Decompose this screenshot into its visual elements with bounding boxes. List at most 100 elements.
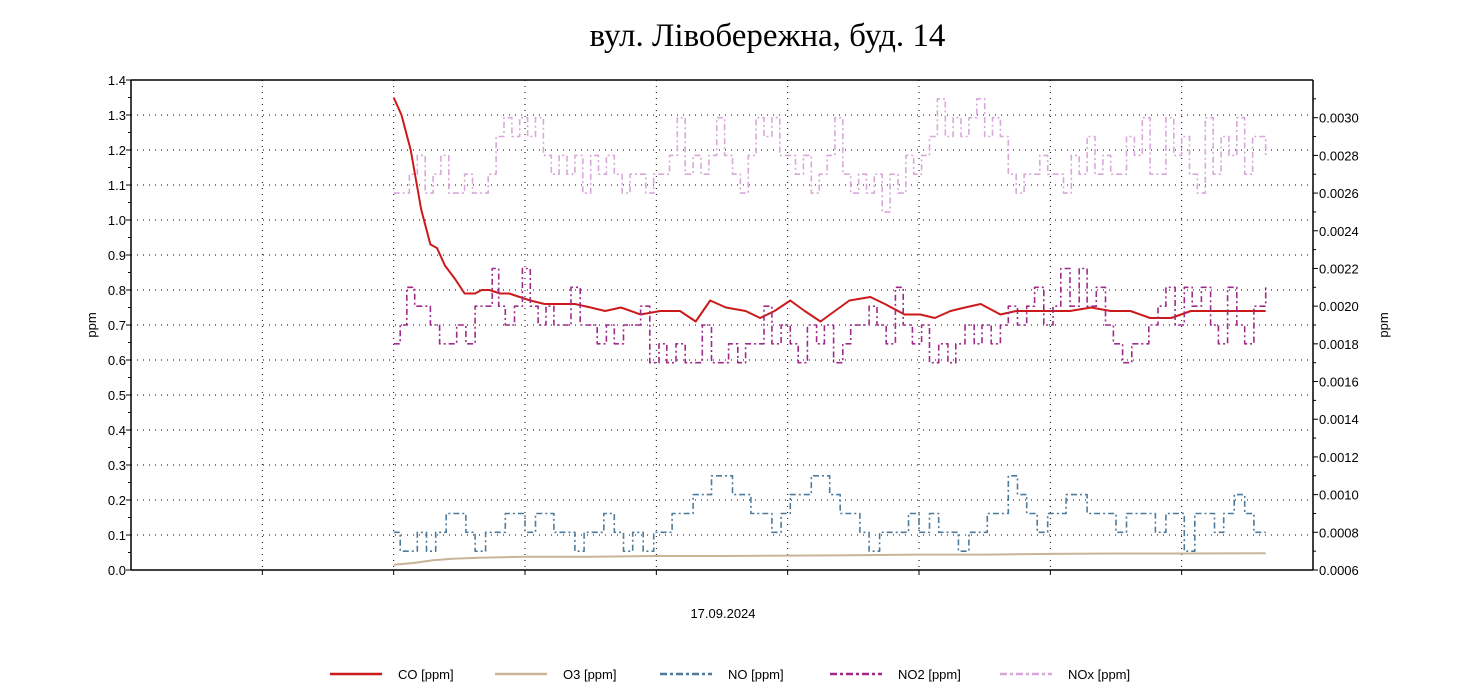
data-point	[820, 475, 822, 477]
data-point	[708, 155, 710, 157]
data-point	[1148, 324, 1150, 326]
data-point	[1130, 310, 1132, 312]
data-point	[632, 532, 634, 534]
data-point	[866, 192, 868, 194]
data-point	[1244, 173, 1246, 175]
data-point	[1173, 155, 1175, 157]
data-point	[780, 513, 782, 515]
data-point	[1078, 268, 1080, 270]
data-point	[1043, 324, 1045, 326]
grid	[131, 80, 1313, 570]
data-point	[779, 155, 781, 157]
right-tick-label: 0.0016	[1319, 375, 1359, 390]
data-point	[1165, 513, 1167, 515]
data-point	[653, 532, 655, 534]
data-point	[1122, 362, 1124, 364]
data-point	[947, 362, 949, 364]
data-point	[1236, 324, 1238, 326]
data-point	[1034, 287, 1036, 289]
data-point	[620, 307, 622, 309]
data-point	[558, 155, 560, 157]
data-point	[868, 305, 870, 307]
data-point	[1050, 553, 1052, 555]
legend-item: CO [ppm]	[330, 667, 454, 682]
data-point	[495, 136, 497, 138]
right-tick-label: 0.0028	[1319, 148, 1359, 163]
data-point	[741, 494, 743, 496]
data-point	[410, 149, 412, 151]
data-point	[409, 173, 411, 175]
right-tick-label: 0.0026	[1319, 186, 1359, 201]
data-point	[570, 287, 572, 289]
data-point	[660, 310, 662, 312]
data-point	[489, 289, 491, 291]
data-point	[593, 532, 595, 534]
data-point	[1190, 310, 1192, 312]
right-tick-label: 0.0024	[1319, 224, 1359, 239]
data-point	[544, 513, 546, 515]
data-point	[732, 173, 734, 175]
data-point	[918, 554, 920, 556]
series-line	[393, 98, 1267, 213]
data-point	[1191, 305, 1193, 307]
data-point	[1069, 310, 1071, 312]
data-point	[818, 173, 820, 175]
data-point	[1244, 513, 1246, 515]
data-point	[1036, 532, 1038, 534]
data-point	[553, 324, 555, 326]
data-point	[1065, 494, 1067, 496]
data-point	[614, 532, 616, 534]
data-point	[465, 343, 467, 345]
left-tick-label: 1.0	[108, 213, 126, 228]
data-point	[1155, 532, 1157, 534]
data-point	[399, 324, 401, 326]
data-point	[598, 173, 600, 175]
data-point	[1126, 513, 1128, 515]
data-point	[1218, 343, 1220, 345]
data-point	[675, 343, 677, 345]
data-point	[1017, 494, 1019, 496]
axes: 0.0 0.1 0.2 0.3 0.4 0.5 0.6 0.7 0.8 0.9 1.0 1.1 1.2 1…	[108, 73, 1359, 578]
legend-label: NO [ppm]	[728, 667, 784, 682]
data-point	[1050, 310, 1052, 312]
series-co	[392, 97, 1267, 323]
data-point	[1253, 305, 1255, 307]
data-point	[692, 362, 694, 364]
data-point	[448, 192, 450, 194]
data-point	[1026, 513, 1028, 515]
data-point	[587, 324, 589, 326]
right-tick-label: 0.0030	[1319, 111, 1359, 126]
left-tick-label: 0.8	[108, 283, 126, 298]
data-point	[414, 305, 416, 307]
data-point	[984, 136, 986, 138]
data-point	[1265, 310, 1267, 312]
data-point	[1181, 553, 1183, 555]
data-point	[826, 155, 828, 157]
data-point	[1220, 136, 1222, 138]
left-tick-label: 0.6	[108, 353, 126, 368]
data-point	[426, 550, 428, 552]
x-axis-title: 17.09.2024	[690, 606, 755, 621]
data-point	[682, 513, 684, 515]
data-point	[842, 343, 844, 345]
data-point	[1265, 287, 1267, 289]
data-point	[445, 513, 447, 515]
data-point	[700, 173, 702, 175]
data-point	[1265, 155, 1267, 157]
data-point	[1047, 513, 1049, 515]
data-point	[606, 324, 608, 326]
legend-label: NO2 [ppm]	[898, 667, 961, 682]
data-point	[1223, 513, 1225, 515]
data-point	[505, 513, 507, 515]
data-point	[684, 362, 686, 364]
data-point	[702, 494, 704, 496]
data-point	[1184, 550, 1186, 552]
left-tick-label: 0.1	[108, 528, 126, 543]
data-point	[399, 550, 401, 552]
data-point	[1194, 513, 1196, 515]
data-point	[1023, 173, 1025, 175]
data-point	[649, 362, 651, 364]
data-point	[1149, 317, 1151, 319]
data-point	[574, 303, 576, 305]
